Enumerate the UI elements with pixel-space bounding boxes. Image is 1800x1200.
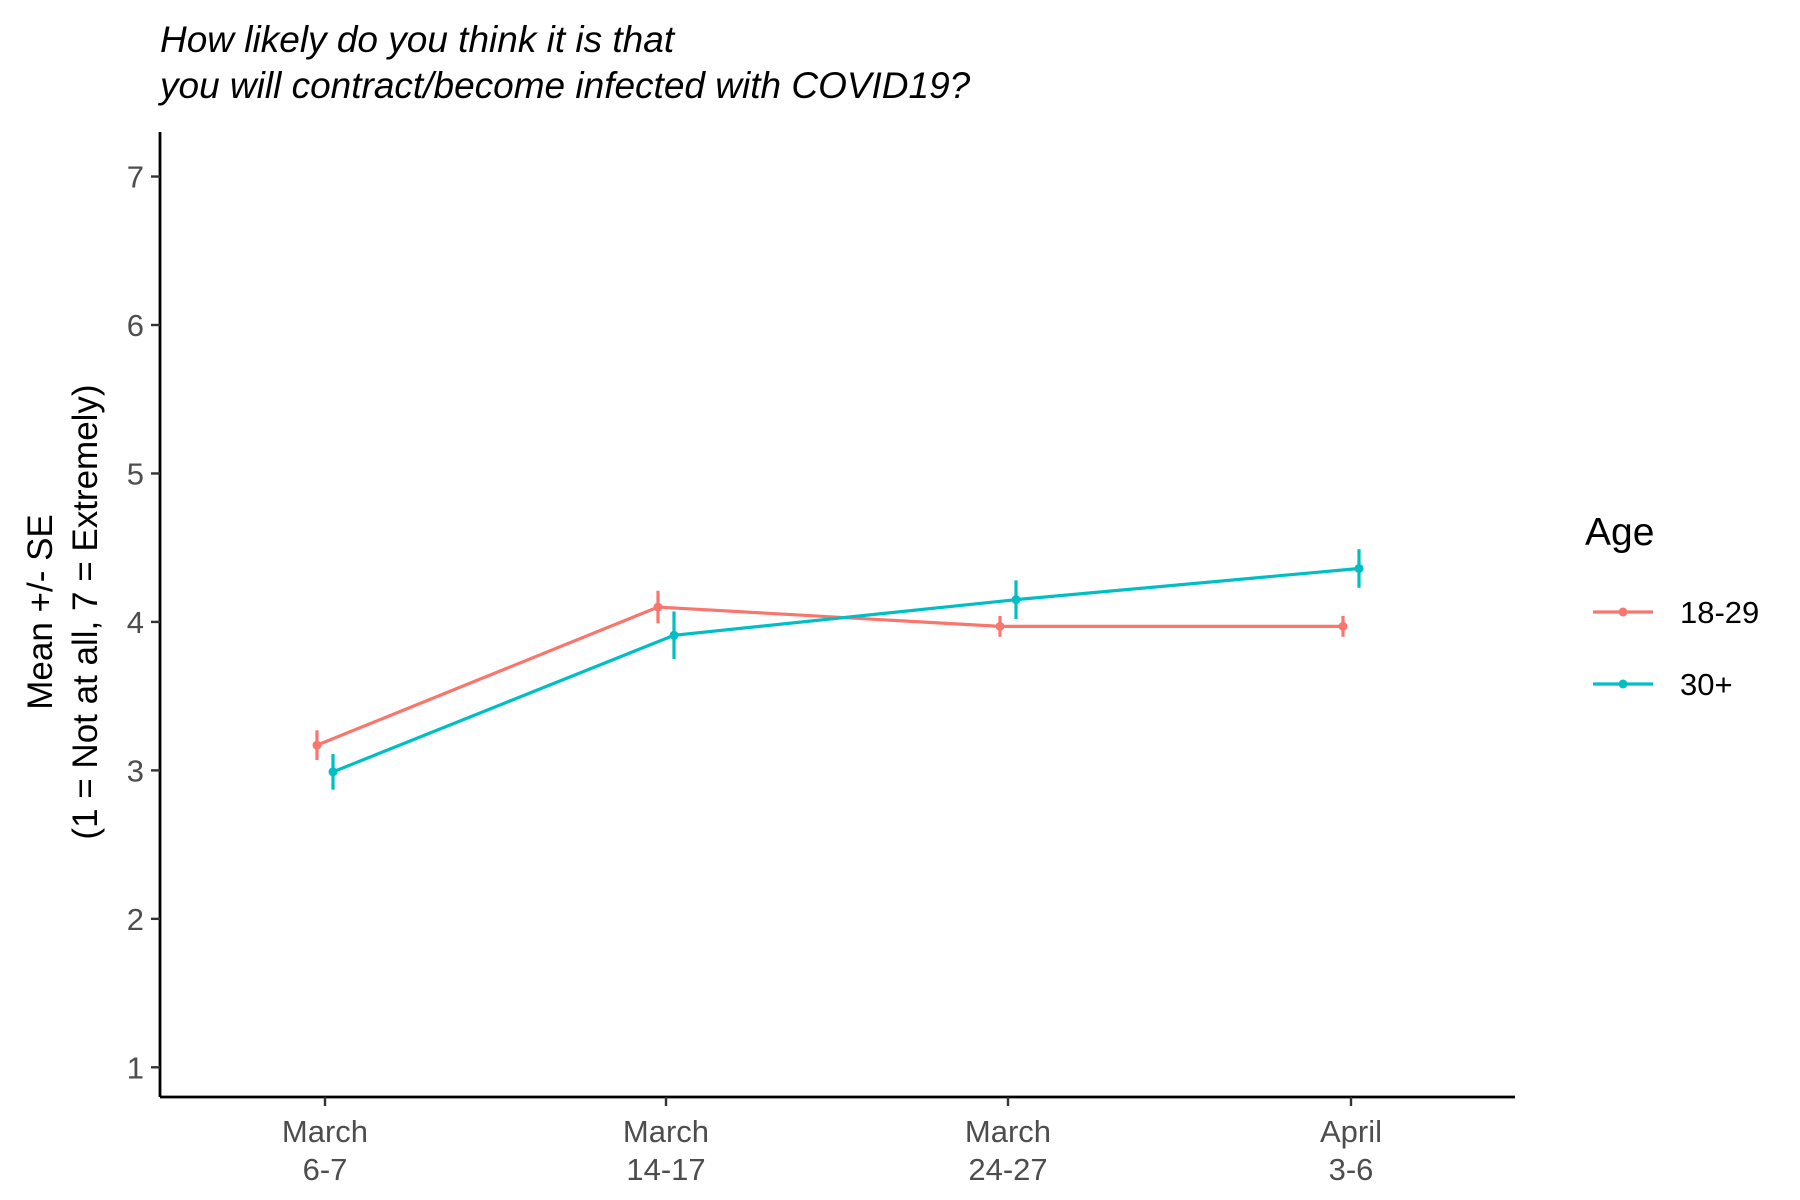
- y-tick-label: 2: [127, 902, 144, 937]
- data-point: [669, 630, 679, 640]
- legend-label: 18-29: [1680, 595, 1759, 630]
- y-tick-label: 1: [127, 1050, 144, 1085]
- y-tick-label: 3: [127, 753, 144, 788]
- data-point: [1354, 563, 1364, 573]
- data-point: [312, 740, 322, 750]
- y-axis-title: Mean +/- SE (1 = Not at all, 7 = Extreme…: [21, 384, 105, 839]
- y-axis-title-line-2: (1 = Not at all, 7 = Extremely): [66, 384, 105, 839]
- y-tick-label: 5: [127, 456, 144, 491]
- y-tick-label: 6: [127, 308, 144, 343]
- x-tick-label: March: [965, 1114, 1051, 1149]
- x-tick-label: 6-7: [303, 1152, 348, 1187]
- y-tick-label: 4: [127, 605, 144, 640]
- data-point: [653, 602, 663, 612]
- title-line-2: you will contract/become infected with C…: [157, 65, 971, 106]
- legend-label: 30+: [1680, 667, 1733, 702]
- data-point: [995, 621, 1005, 631]
- x-tick-label: 14-17: [626, 1152, 705, 1187]
- y-ticks: 1 2 3 4 5 6 7: [127, 160, 160, 1085]
- y-axis-title-line-1: Mean +/- SE: [21, 514, 60, 710]
- x-tick-label: March: [282, 1114, 368, 1149]
- legend-title: Age: [1585, 511, 1654, 554]
- x-tick-label: April: [1320, 1114, 1382, 1149]
- legend-key-point: [1618, 607, 1628, 617]
- x-tick-label: 24-27: [968, 1152, 1047, 1187]
- data-point: [1011, 595, 1021, 605]
- chart-title: How likely do you think it is that you w…: [157, 19, 971, 106]
- series-18-29: [312, 590, 1348, 760]
- legend-items: 18-29 30+: [1593, 595, 1759, 702]
- x-tick-label: March: [623, 1114, 709, 1149]
- series-line: [316, 605, 1343, 747]
- data-point: [1338, 621, 1348, 631]
- series-line: [332, 566, 1360, 774]
- title-line-1: How likely do you think it is that: [160, 19, 676, 60]
- y-tick-label: 7: [127, 160, 144, 195]
- x-tick-label: 3-6: [1329, 1152, 1374, 1187]
- legend: Age 18-29 30+: [1585, 511, 1759, 702]
- series-30+: [328, 549, 1364, 790]
- data-point: [328, 767, 338, 777]
- plot-series: [312, 549, 1364, 790]
- legend-key-point: [1618, 679, 1628, 689]
